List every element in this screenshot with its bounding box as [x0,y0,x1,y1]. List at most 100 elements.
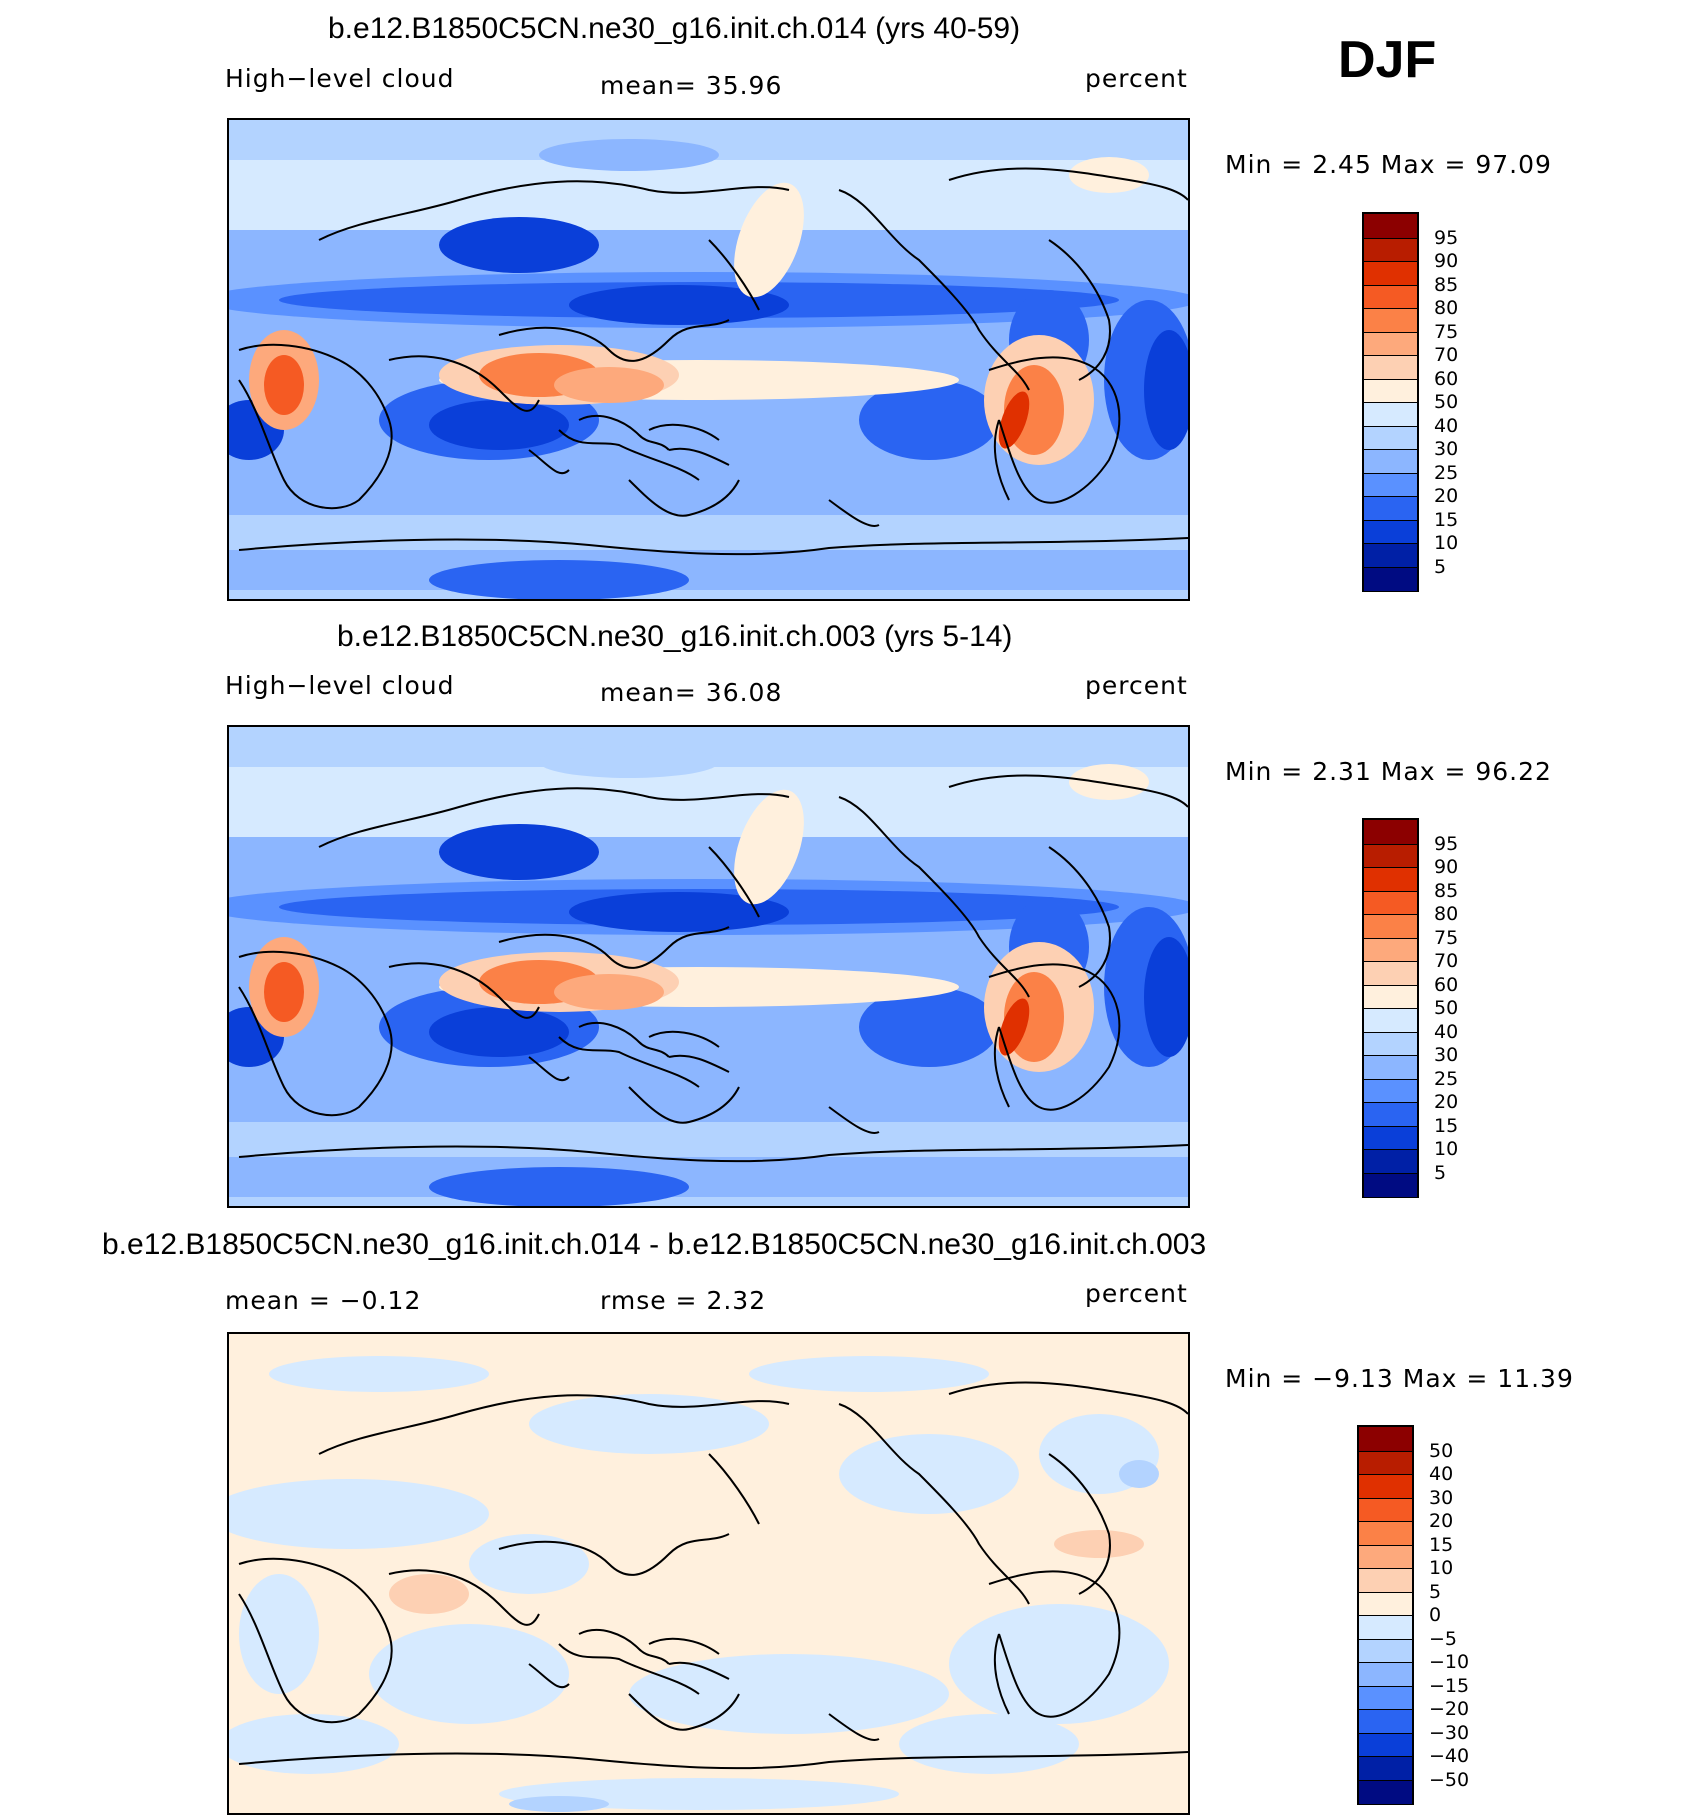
colorbar-tick-label: 25 [1434,461,1459,484]
colorbar-tick-label: 30 [1434,438,1459,460]
panel-3-map-field [229,1334,1188,1813]
colorbar-tick-label: −50 [1429,1768,1470,1791]
colorbar-tick-label: −15 [1429,1674,1470,1697]
colorbar-cell [1364,1078,1417,1103]
colorbar-tick-label: 75 [1434,926,1459,949]
colorbar-cell [1359,1709,1412,1734]
colorbar-cell [1364,543,1417,568]
colorbar-cell [1364,961,1417,986]
panel-1-colorbar: 95 90 85 80 75 70 60 50 40 30 25 20 15 10 5 [1362,212,1458,592]
colorbar-cell [1364,843,1417,868]
colorbar-cell [1359,1685,1412,1710]
colorbar-cell [1364,496,1417,521]
panel-2-title: b.e12.B1850C5CN.ne30_g16.init.ch.003 (yr… [337,620,1013,653]
colorbar-cell [1359,1497,1412,1522]
colorbar-cell [1364,890,1417,915]
colorbar-cell [1359,1591,1412,1616]
colorbar-cell [1364,1031,1417,1056]
colorbar-tick-label: 10 [1434,1138,1459,1160]
colorbar-cell [1364,449,1417,474]
colorbar-cell [1364,402,1417,427]
colorbar-tick-label: 15 [1434,508,1459,531]
panel-3-colorbar: 50 40 30 20 15 10 5 0 −5 −10 −15 −20 −30 −40 −50 [1357,1425,1469,1805]
colorbar-tick-label: 20 [1434,1091,1459,1113]
colorbar-tick-label: 80 [1434,903,1459,925]
colorbar-cell [1359,1450,1412,1475]
panel-1-mean-label: mean= 35.96 [600,71,783,100]
colorbar-tick-label: 0 [1429,1604,1442,1626]
colorbar-cell [1359,1521,1412,1546]
panel-2-units-label: percent [1085,671,1188,700]
colorbar-tick-label: 10 [1434,532,1459,554]
colorbar-cell [1364,378,1417,403]
panel-3-title: b.e12.B1850C5CN.ne30_g16.init.ch.014 - b… [102,1228,1207,1261]
panel-2-variable-label: High−level cloud [225,671,455,700]
colorbar-tick-label: 40 [1434,1020,1459,1043]
colorbar-tick-label: 30 [1434,1044,1459,1066]
colorbar-cell [1359,1615,1412,1640]
panel-3-map [227,1332,1190,1815]
panel-1-variable-label: High−level cloud [225,64,455,93]
colorbar-cell [1359,1779,1412,1804]
colorbar-cell [1364,1172,1417,1197]
colorbar-tick-label: 70 [1434,344,1459,366]
colorbar-tick-label: 5 [1429,1580,1442,1603]
colorbar-tick-label: 50 [1434,391,1459,413]
panel-2-minmax-label: Min = 2.31 Max = 96.22 [1225,757,1552,786]
colorbar-cell [1364,237,1417,262]
panel-1-map [227,118,1190,601]
colorbar-tick-label: 10 [1429,1557,1454,1579]
colorbar-cell [1359,1474,1412,1499]
colorbar-tick-label: 15 [1434,1114,1459,1137]
colorbar-tick-label: 85 [1434,273,1459,296]
colorbar-cell [1364,566,1417,591]
colorbar-tick-label: 40 [1429,1463,1454,1485]
panel-3-minmax-label: Min = −9.13 Max = 11.39 [1225,1364,1574,1393]
colorbar-tick-label: 20 [1434,485,1459,507]
colorbar-cell [1359,1662,1412,1687]
colorbar-cell [1364,984,1417,1009]
colorbar-tick-label: 60 [1434,973,1459,996]
colorbar-tick-label: 15 [1429,1533,1454,1556]
colorbar-cell [1364,1055,1417,1080]
colorbar-cell [1359,1568,1412,1593]
colorbar-cell [1364,1125,1417,1150]
colorbar-cell [1364,914,1417,939]
colorbar-cell [1359,1544,1412,1569]
colorbar-cell [1364,261,1417,286]
colorbar-tick-label: 5 [1434,555,1447,578]
panel-2-colorbar: 95 90 85 80 75 70 60 50 40 30 25 20 15 10 5 [1362,818,1458,1198]
panel-1-units-label: percent [1085,64,1188,93]
colorbar-tick-label: 95 [1434,832,1459,855]
colorbar-tick-label: 60 [1434,367,1459,390]
panel-1-minmax-label: Min = 2.45 Max = 97.09 [1225,150,1552,179]
colorbar-cell [1359,1427,1412,1452]
panel-1-title: b.e12.B1850C5CN.ne30_g16.init.ch.014 (yr… [328,12,1021,45]
colorbar-tick-label: 30 [1429,1486,1454,1509]
colorbar-tick-label: −10 [1429,1651,1470,1673]
colorbar-cell [1364,331,1417,356]
season-label: DJF [1338,31,1437,89]
colorbar-tick-label: 90 [1434,856,1459,878]
colorbar-tick-label: 70 [1434,950,1459,972]
colorbar-cell [1364,214,1417,239]
colorbar-tick-label: 25 [1434,1067,1459,1090]
panel-2-map [227,725,1190,1208]
colorbar-tick-label: −5 [1429,1627,1458,1650]
colorbar-cell [1364,519,1417,544]
colorbar-tick-label: 90 [1434,250,1459,272]
colorbar-cell [1364,1149,1417,1174]
colorbar-tick-label: 95 [1434,226,1459,249]
colorbar-cell [1359,1732,1412,1757]
colorbar-tick-label: 5 [1434,1161,1447,1184]
panel-3-rmse-label: rmse = 2.32 [600,1286,767,1315]
colorbar-cell [1364,820,1417,845]
colorbar-cell [1364,284,1417,309]
colorbar-tick-label: −40 [1429,1745,1470,1767]
colorbar-tick-label: 50 [1434,997,1459,1019]
colorbar-tick-label: 85 [1434,879,1459,902]
colorbar-cell [1364,1102,1417,1127]
colorbar-cell [1364,937,1417,962]
colorbar-cell [1364,355,1417,380]
colorbar-tick-label: 40 [1434,414,1459,437]
